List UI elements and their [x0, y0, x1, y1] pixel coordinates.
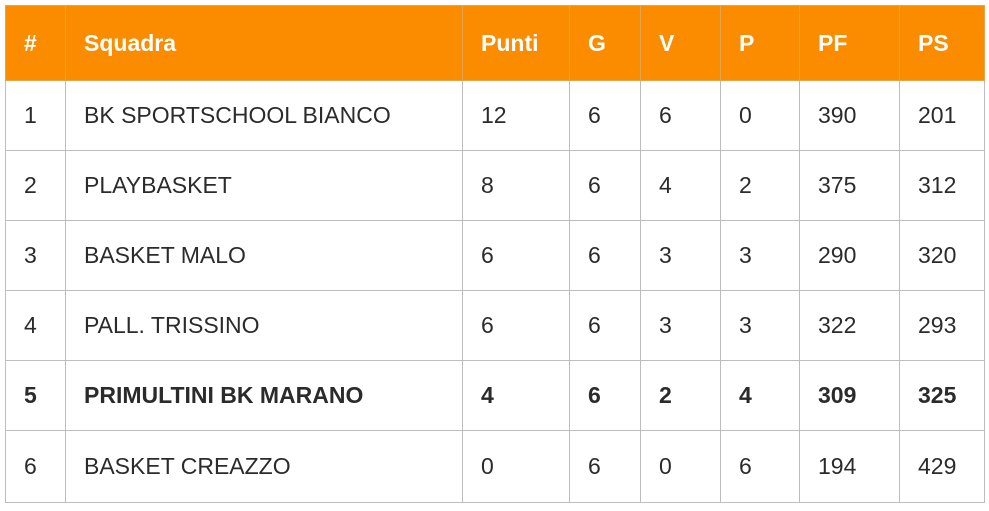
lost-cell: 6 — [720, 430, 800, 503]
points-for-cell: 322 — [799, 290, 900, 361]
points-for-cell: 194 — [799, 430, 900, 503]
won-cell: 0 — [640, 430, 721, 503]
team-cell: BASKET MALO — [65, 220, 463, 291]
played-cell: 6 — [569, 360, 641, 431]
played-cell: 6 — [569, 220, 641, 291]
team-cell: BASKET CREAZZO — [65, 430, 463, 503]
points-cell: 0 — [462, 430, 570, 503]
points-cell: 8 — [462, 150, 570, 221]
header-won: V — [640, 5, 721, 81]
rank-cell: 3 — [5, 220, 66, 291]
points-for-cell: 390 — [799, 80, 900, 151]
points-against-cell: 429 — [899, 430, 985, 503]
played-cell: 6 — [569, 290, 641, 361]
rank-cell: 6 — [5, 430, 66, 503]
won-cell: 4 — [640, 150, 721, 221]
points-against-cell: 201 — [899, 80, 985, 151]
played-cell: 6 — [569, 150, 641, 221]
table-row: 1 BK SPORTSCHOOL BIANCO 12 6 6 0 390 201 — [5, 80, 985, 151]
points-cell: 6 — [462, 220, 570, 291]
table-header: # Squadra Punti G V P PF PS — [5, 5, 985, 81]
header-points-against: PS — [899, 5, 985, 81]
lost-cell: 2 — [720, 150, 800, 221]
table-row: 5 PRIMULTINI BK MARANO 4 6 2 4 309 325 — [5, 360, 985, 431]
team-cell: BK SPORTSCHOOL BIANCO — [65, 80, 463, 151]
lost-cell: 4 — [720, 360, 800, 431]
header-rank: # — [5, 5, 66, 81]
points-cell: 6 — [462, 290, 570, 361]
won-cell: 6 — [640, 80, 721, 151]
points-against-cell: 325 — [899, 360, 985, 431]
lost-cell: 3 — [720, 220, 800, 291]
table-row: 3 BASKET MALO 6 6 3 3 290 320 — [5, 220, 985, 291]
points-cell: 4 — [462, 360, 570, 431]
team-cell: PALL. TRISSINO — [65, 290, 463, 361]
points-against-cell: 320 — [899, 220, 985, 291]
lost-cell: 3 — [720, 290, 800, 361]
points-cell: 12 — [462, 80, 570, 151]
team-cell: PLAYBASKET — [65, 150, 463, 221]
rank-cell: 2 — [5, 150, 66, 221]
played-cell: 6 — [569, 80, 641, 151]
standings-table: # Squadra Punti G V P PF PS 1 BK SPORTSCH… — [5, 5, 985, 503]
header-points: Punti — [462, 5, 570, 81]
header-played: G — [569, 5, 641, 81]
points-for-cell: 309 — [799, 360, 900, 431]
rank-cell: 5 — [5, 360, 66, 431]
header-team: Squadra — [65, 5, 463, 81]
table-row: 2 PLAYBASKET 8 6 4 2 375 312 — [5, 150, 985, 221]
points-against-cell: 293 — [899, 290, 985, 361]
table-row: 4 PALL. TRISSINO 6 6 3 3 322 293 — [5, 290, 985, 361]
lost-cell: 0 — [720, 80, 800, 151]
played-cell: 6 — [569, 430, 641, 503]
table-row: 6 BASKET CREAZZO 0 6 0 6 194 429 — [5, 430, 985, 503]
won-cell: 3 — [640, 220, 721, 291]
points-for-cell: 375 — [799, 150, 900, 221]
rank-cell: 4 — [5, 290, 66, 361]
header-row: # Squadra Punti G V P PF PS — [5, 5, 985, 81]
table-body: 1 BK SPORTSCHOOL BIANCO 12 6 6 0 390 201 2 PLAYBA… — [5, 80, 985, 503]
points-against-cell: 312 — [899, 150, 985, 221]
won-cell: 3 — [640, 290, 721, 361]
team-cell: PRIMULTINI BK MARANO — [65, 360, 463, 431]
points-for-cell: 290 — [799, 220, 900, 291]
won-cell: 2 — [640, 360, 721, 431]
header-lost: P — [720, 5, 800, 81]
rank-cell: 1 — [5, 80, 66, 151]
header-points-for: PF — [799, 5, 900, 81]
